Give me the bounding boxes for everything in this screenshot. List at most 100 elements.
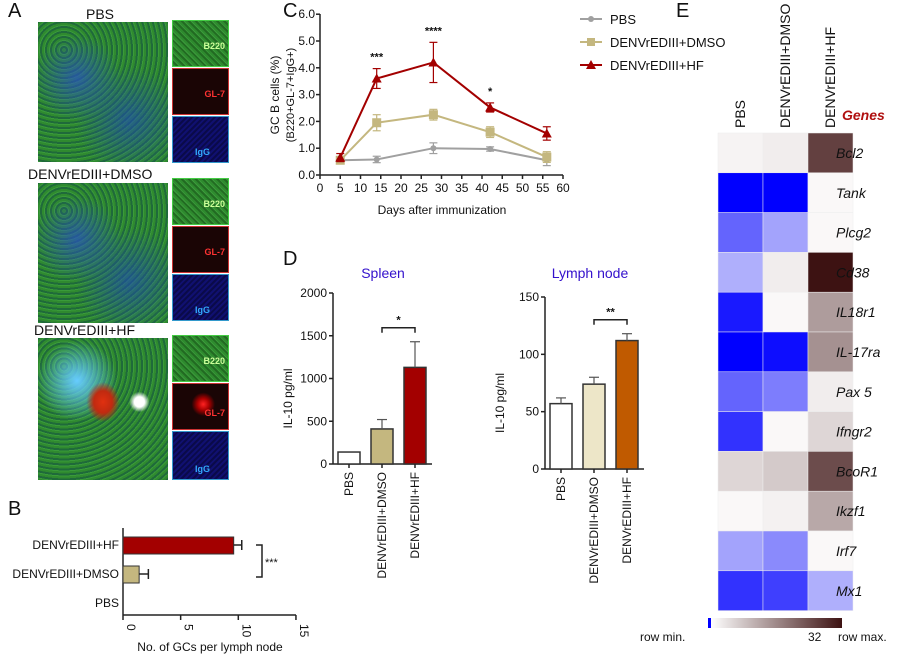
- heatmap-cell: [717, 411, 764, 452]
- micrograph-dmso-b220: B220: [172, 178, 229, 225]
- c-legend-marker: [587, 38, 595, 46]
- heatmap-cell: [717, 451, 764, 492]
- heatmap-cell: [807, 570, 854, 611]
- micrograph-dmso-merged: [38, 183, 168, 323]
- panel-label-e: E: [676, 0, 690, 22]
- c-y-label-2: (B220+GL-7+IgG+): [285, 48, 297, 142]
- gene-label: Mx1: [836, 583, 862, 599]
- c-x-tick-label: 10: [354, 181, 368, 195]
- heatmap-cell: [762, 371, 809, 412]
- d-category-label: DENVrEDIII+HF: [620, 477, 634, 564]
- micrograph-hf-merged: [38, 338, 168, 480]
- gene-label: Irf7: [836, 543, 857, 559]
- colorbar-max-label: row max.: [838, 630, 887, 644]
- gene-label: Pax 5: [836, 384, 872, 400]
- heatmap-cell: [807, 212, 854, 253]
- c-data-point: [541, 128, 552, 138]
- b-category-label: DENVrEDIII+DMSO: [12, 567, 119, 581]
- panel-label-b: B: [8, 498, 22, 520]
- d-y-label: IL-10 pg/ml: [493, 373, 507, 433]
- heatmap-cell: [807, 252, 854, 293]
- d-y-tick-label: 50: [526, 405, 540, 419]
- d-category-label: PBS: [554, 477, 568, 501]
- heatmap-column-label: PBS: [732, 100, 748, 128]
- c-data-point: [430, 145, 437, 152]
- heatmap-cell: [717, 212, 764, 253]
- c-x-tick-label: 20: [394, 181, 408, 195]
- heatmap-cell: [762, 291, 809, 333]
- heatmap-cell: [762, 570, 809, 611]
- d-bar: [370, 428, 394, 465]
- heatmap-cell: [717, 570, 764, 611]
- micrograph-pbs-igg: IgG: [172, 116, 229, 163]
- b-x-tick-label: 15: [297, 624, 311, 638]
- c-x-label: Days after immunization: [378, 203, 507, 217]
- c-series-line-0: [340, 147, 547, 162]
- c-data-point: [373, 156, 380, 163]
- heatmap-cell: [762, 172, 809, 213]
- d-y-tick-label: 1500: [300, 329, 327, 343]
- c-data-point: [335, 152, 346, 162]
- c-legend-label: DENVrEDIII+HF: [610, 58, 704, 73]
- heatmap-cell: [717, 371, 764, 412]
- c-x-tick-label: 60: [556, 181, 570, 195]
- b-bar: [122, 536, 235, 555]
- c-y-tick-label: 6.0: [298, 7, 315, 21]
- heatmap-cell: [762, 212, 809, 253]
- micrograph-dmso-gl7: GL-7: [172, 226, 229, 273]
- c-y-tick-label: 3.0: [298, 88, 315, 102]
- heatmap-cell: [807, 132, 854, 174]
- c-legend-marker: [586, 60, 596, 69]
- c-data-point: [371, 73, 382, 83]
- d-significance-bracket: [381, 326, 416, 333]
- b-x-label: No. of GCs per lymph node: [137, 640, 283, 654]
- gene-label: Plcg2: [836, 225, 871, 241]
- genes-header: Genes: [842, 107, 885, 123]
- micrograph-hf-b220: B220: [172, 335, 229, 382]
- d-y-label: IL-10 pg/ml: [281, 368, 295, 428]
- panel-label-a: A: [8, 0, 22, 22]
- heatmap-cell: [762, 331, 809, 373]
- heatmap-cell: [762, 530, 809, 572]
- d-bar: [337, 451, 361, 465]
- heatmap-cell: [762, 132, 809, 174]
- d-category-label: DENVrEDIII+DMSO: [587, 477, 601, 584]
- c-x-tick-label: 50: [516, 181, 530, 195]
- micrograph-pbs-b220: B220: [172, 20, 229, 67]
- b-x-tick-label: 10: [239, 624, 253, 638]
- d-category-label: PBS: [342, 472, 356, 496]
- d-significance-bracket: [593, 318, 628, 325]
- d-chart-title: Lymph node: [552, 265, 629, 281]
- heatmap-column-label: DENVrEDIII+DMSO: [777, 4, 793, 128]
- d-y-tick-label: 2000: [300, 286, 327, 300]
- d-bar: [582, 383, 606, 470]
- gene-label: BcoR1: [836, 463, 878, 479]
- heatmap-cell: [807, 490, 854, 532]
- c-data-point: [542, 152, 552, 162]
- d-y-tick-label: 0: [320, 457, 327, 471]
- c-data-point: [485, 102, 496, 112]
- c-y-tick-label: 4.0: [298, 61, 315, 75]
- micrograph-pbs-gl7: GL-7: [172, 68, 229, 115]
- group-label-dmso: DENVrEDIII+DMSO: [28, 166, 153, 182]
- d-bar: [403, 366, 427, 465]
- heatmap-cell: [762, 252, 809, 293]
- d-significance-label: *: [396, 315, 401, 327]
- micrograph-dmso-igg: IgG: [172, 274, 229, 321]
- heatmap-cell: [717, 172, 764, 213]
- colorbar-max-value: 32: [808, 630, 822, 644]
- heatmap-cell: [717, 530, 764, 572]
- group-label-pbs: PBS: [86, 6, 115, 22]
- gene-label: Bcl2: [836, 145, 863, 161]
- heatmap-cell: [807, 172, 854, 213]
- panel-label-c: C: [283, 0, 298, 22]
- d-bar: [549, 402, 573, 470]
- micrograph-hf-igg: IgG: [172, 431, 229, 480]
- group-label-hf: DENVrEDIII+HF: [34, 322, 135, 338]
- gene-label: Cd38: [836, 264, 870, 280]
- d-y-tick-label: 0: [532, 462, 539, 476]
- c-x-tick-label: 0: [317, 181, 324, 195]
- c-data-point: [428, 110, 438, 120]
